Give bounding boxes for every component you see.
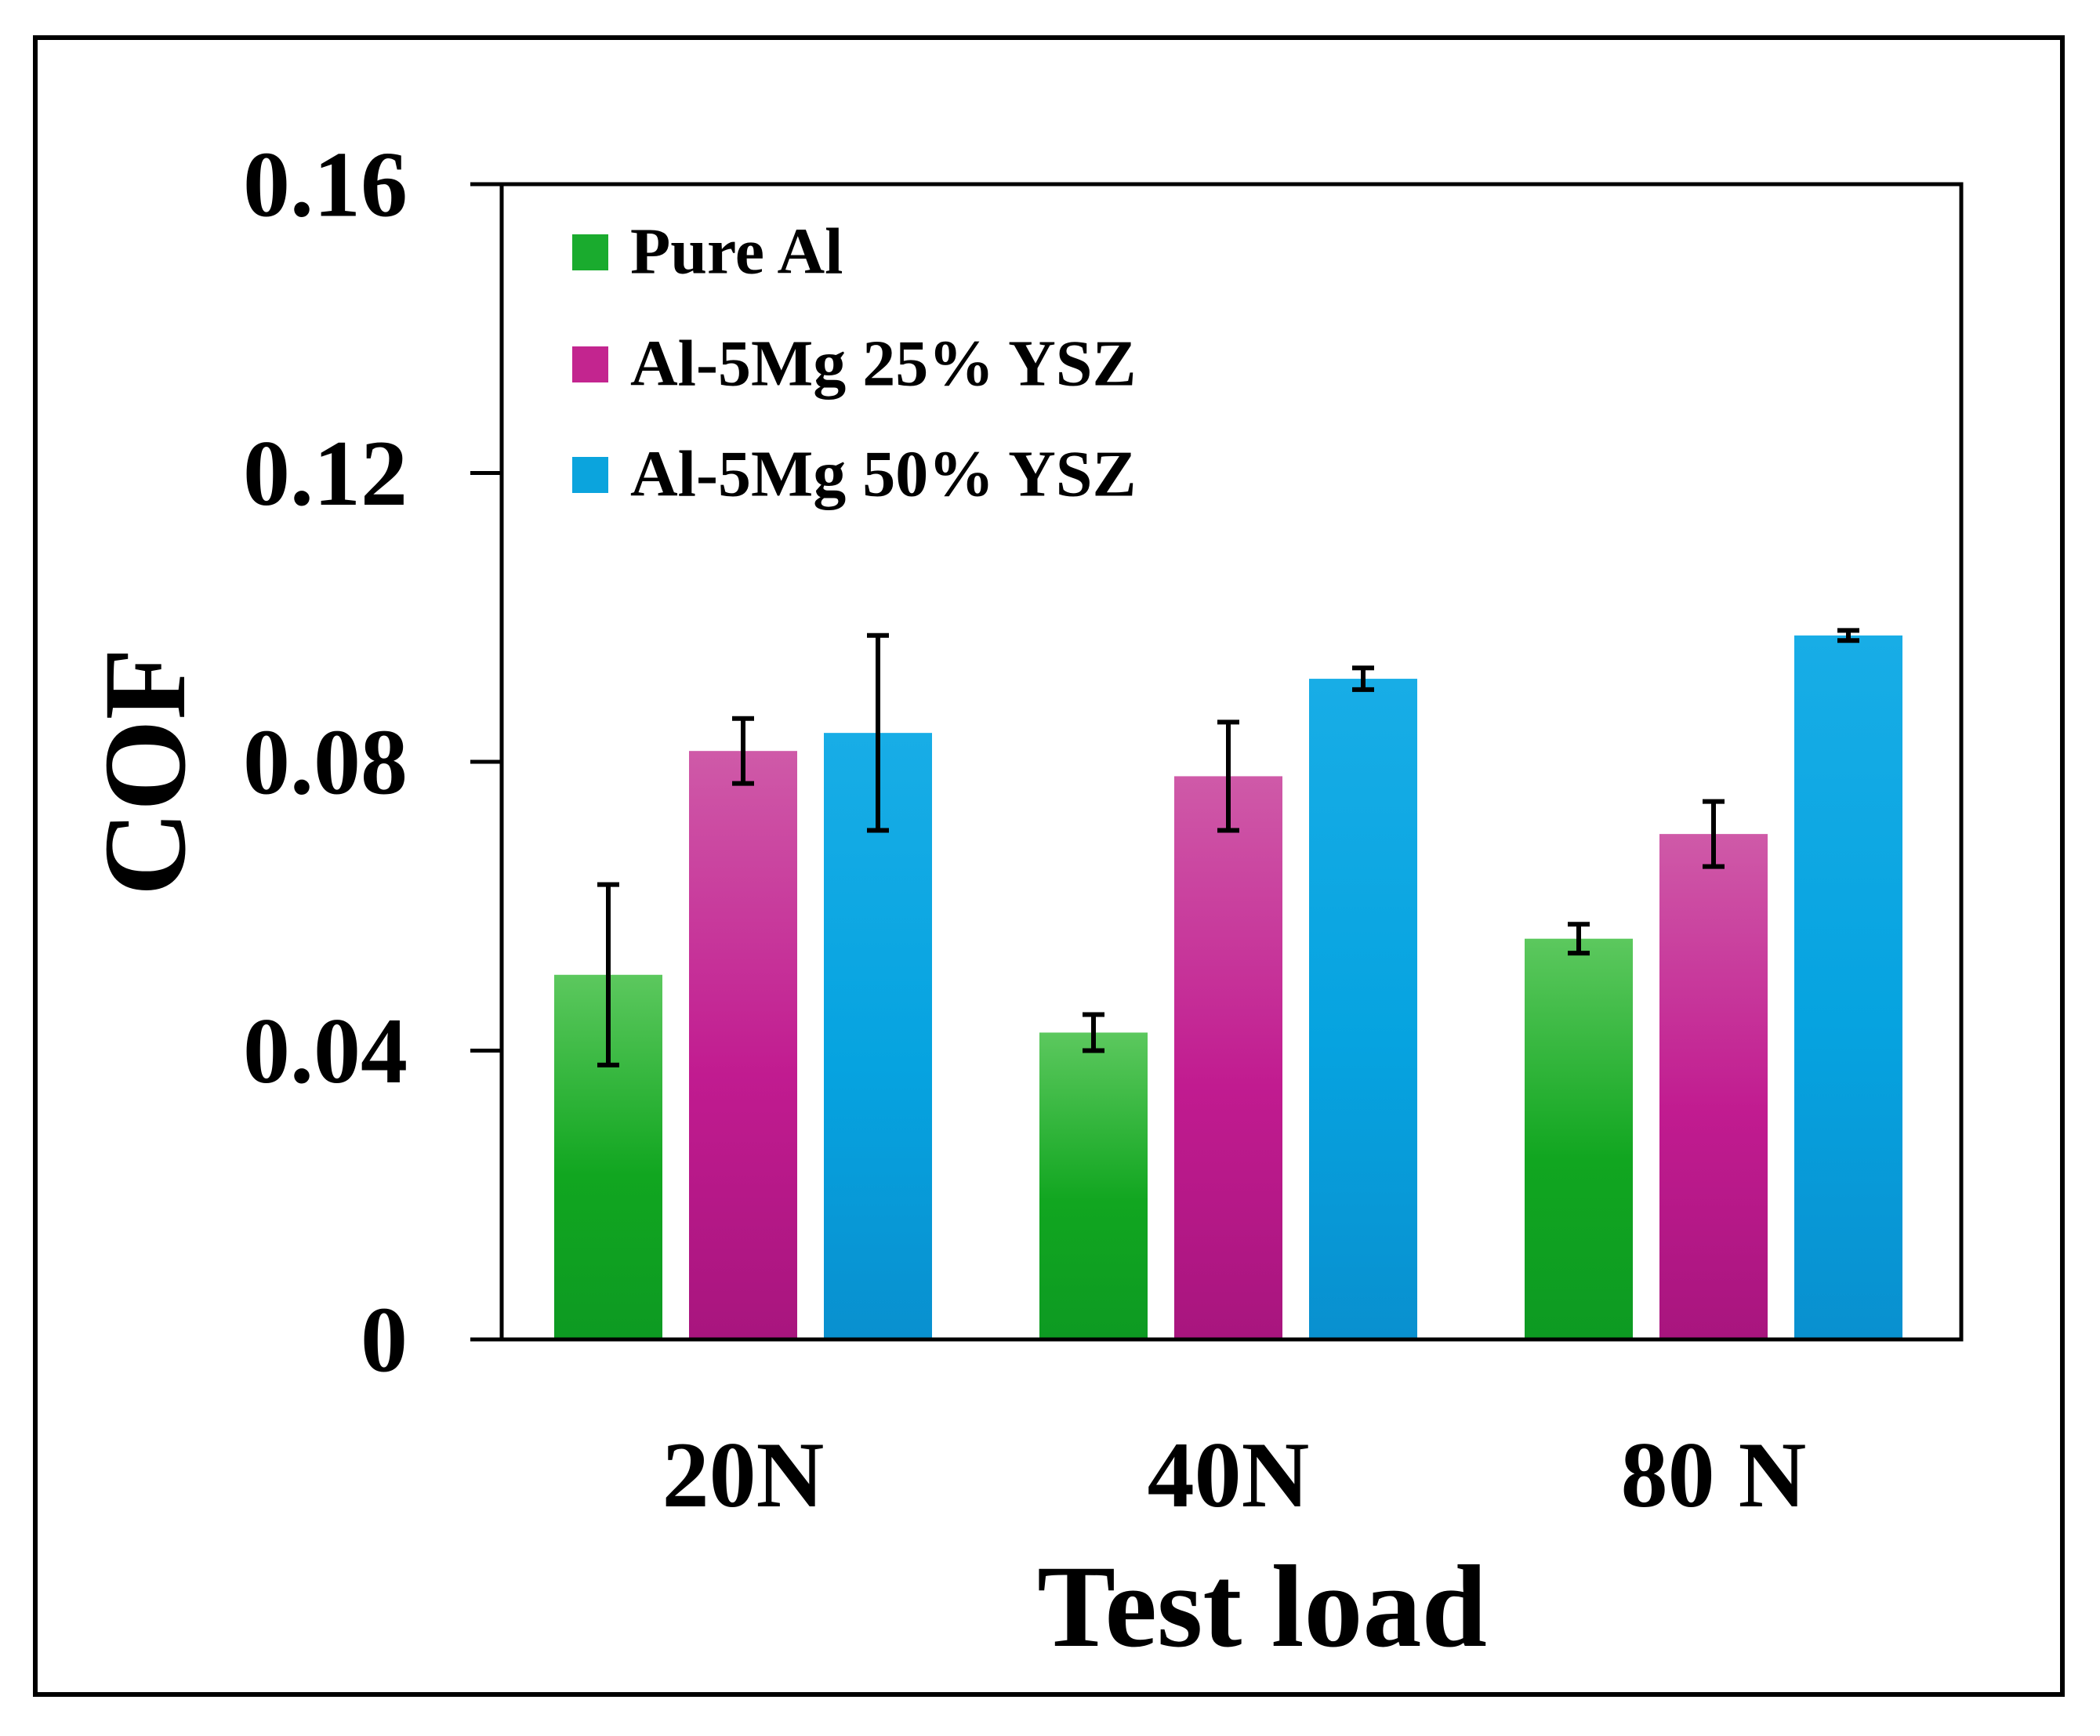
x-tick-label-1: 20N [662, 1423, 825, 1527]
bar-3-2 [1309, 679, 1417, 1339]
legend: Pure Al Al-5Mg 25% YSZ Al-5Mg 50% YSZ [572, 216, 1137, 511]
y-tick-label-4: 0.12 [243, 421, 408, 525]
bar-2-1 [689, 751, 797, 1339]
legend-label-1: Pure Al [630, 216, 843, 288]
legend-label-3: Al-5Mg 50% YSZ [630, 438, 1137, 511]
bar-3-3 [1794, 635, 1902, 1339]
error-bar-2-2 [1217, 719, 1239, 833]
legend-swatch-2 [572, 346, 608, 382]
error-bar-2-1 [732, 716, 754, 786]
x-tick-label-2: 40N [1148, 1423, 1310, 1527]
y-tick-label-1: 0 [361, 1288, 408, 1392]
error-bar-1-2 [1083, 1012, 1104, 1053]
legend-label-2: Al-5Mg 25% YSZ [630, 328, 1137, 400]
error-bar-1-3 [1568, 922, 1590, 956]
legend-swatch-3 [572, 457, 608, 493]
y-axis-title: COF [80, 648, 210, 897]
x-tick-label-3: 80 N [1621, 1423, 1807, 1527]
y-tick-label-3: 0.08 [243, 710, 408, 814]
y-tick-label-2: 0.04 [243, 998, 408, 1103]
error-bar-3-2 [1352, 665, 1374, 692]
legend-swatch-1 [572, 234, 608, 270]
y-tick-label-5: 0.16 [243, 132, 408, 237]
error-bar-1-1 [597, 882, 619, 1067]
error-bar-3-1 [867, 632, 889, 833]
x-axis-title: Test load [1037, 1542, 1487, 1672]
bar-2-3 [1659, 834, 1768, 1339]
bar-2-2 [1174, 776, 1282, 1339]
bar-1-3 [1525, 938, 1633, 1339]
error-bar-3-3 [1837, 628, 1859, 643]
bar-3-1 [824, 733, 932, 1339]
bar-1-2 [1039, 1032, 1148, 1339]
error-bar-2-3 [1703, 799, 1725, 869]
